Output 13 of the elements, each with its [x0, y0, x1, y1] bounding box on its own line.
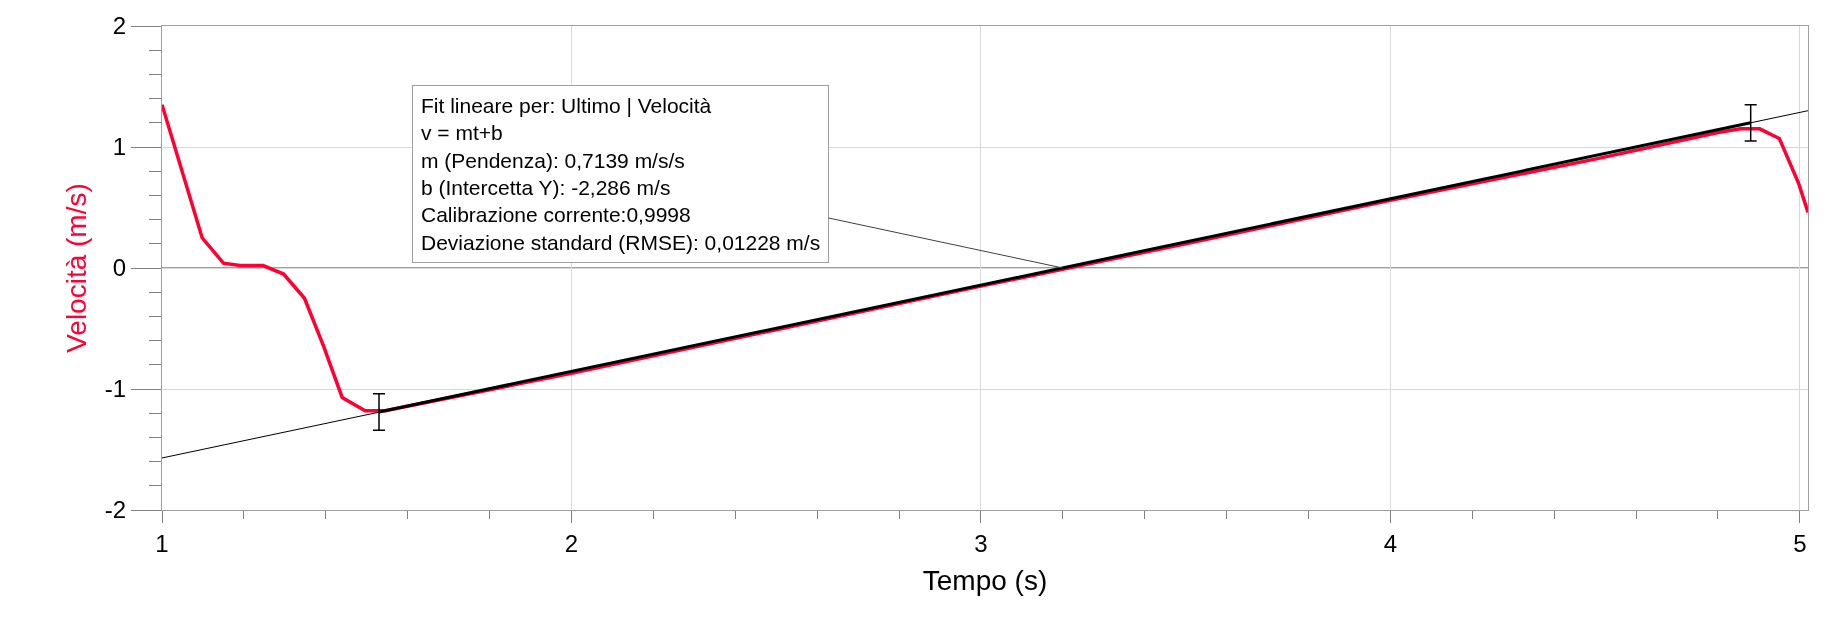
- y-tick-label: -2: [104, 496, 127, 524]
- x-axis-title: Tempo (s): [922, 564, 1048, 596]
- y-tick-label: -1: [104, 375, 127, 403]
- y-axis-title: Velocità (m/s): [60, 183, 92, 353]
- y-tick-label: 0: [112, 254, 127, 282]
- x-tick-label: 4: [1383, 529, 1398, 557]
- y-tick-label: 1: [112, 133, 127, 161]
- x-tick-label: 5: [1793, 529, 1807, 557]
- x-tick-label: 3: [974, 529, 988, 557]
- y-tick-label: 2: [112, 12, 127, 40]
- x-tick-label: 2: [564, 529, 579, 557]
- annotation: Fit lineare per: Ultimo | Velocità v = mt+b m (Pendenza): 0,7139 m/s/s b (Intercetta Y): -2,286 m/s Calibrazione corrente:0,9998 Deviazione standard (RMSE): 0,01228 m/s: [421, 94, 821, 254]
- x-tick-label: 1: [155, 529, 169, 557]
